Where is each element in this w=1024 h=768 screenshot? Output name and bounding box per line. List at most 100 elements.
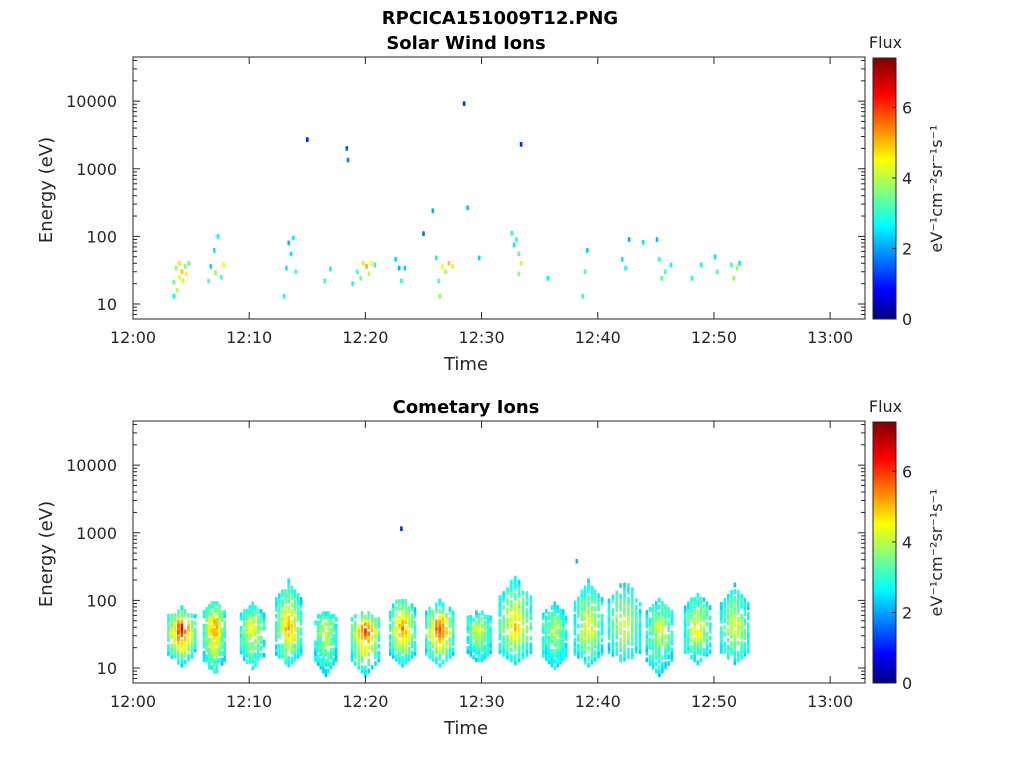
heatmap-cell: [177, 636, 180, 641]
heatmap-cell: [517, 583, 521, 588]
heatmap-cell: [547, 615, 551, 620]
heatmap-cell: [743, 611, 747, 617]
heatmap-cell: [190, 633, 194, 639]
heatmap-cell: [720, 629, 723, 634]
heatmap-cell: [542, 646, 545, 651]
heatmap-cell: [607, 632, 611, 637]
heatmap-cell: [281, 609, 284, 615]
heatmap-cell: [615, 651, 618, 657]
heatmap-cell: [205, 647, 208, 653]
heatmap-cell: [696, 650, 699, 655]
heatmap-cell: [583, 626, 587, 631]
heatmap-cell: [634, 618, 638, 623]
heatmap-cell: [223, 620, 226, 625]
heatmap-cell: [364, 645, 367, 650]
heatmap-cell: [515, 237, 518, 242]
heatmap-cell: [545, 652, 548, 658]
heatmap-cell: [350, 617, 354, 622]
heatmap-cell: [577, 643, 580, 649]
heatmap-cell: [319, 658, 322, 663]
heatmap-cell: [573, 617, 577, 622]
heatmap-cell: [350, 654, 354, 659]
heatmap-cell: [529, 646, 533, 651]
heatmap-cell: [438, 656, 441, 661]
heatmap-cell: [316, 657, 320, 663]
heatmap-cell: [705, 652, 709, 657]
heatmap-cell: [428, 613, 431, 619]
heatmap-cell: [293, 589, 297, 594]
heatmap-cell: [187, 613, 190, 618]
heatmap-cell: [654, 624, 658, 630]
heatmap-cell: [278, 603, 281, 608]
heatmap-cell: [299, 637, 303, 643]
heatmap-cell: [735, 265, 739, 271]
heatmap-cell: [480, 630, 484, 636]
heatmap-cell: [392, 647, 395, 652]
heatmap-cell: [630, 634, 634, 640]
heatmap-cell: [329, 651, 333, 656]
heatmap-cell: [529, 598, 533, 604]
heatmap-cell: [580, 623, 584, 628]
heatmap-cell: [611, 642, 615, 647]
heatmap-cell: [667, 654, 670, 660]
heatmap-cell: [733, 596, 737, 601]
heatmap-cell: [627, 586, 630, 592]
heatmap-cell: [404, 599, 407, 604]
heatmap-cell: [398, 660, 401, 665]
heatmap-cell: [395, 657, 398, 662]
heatmap-cell: [193, 627, 197, 632]
heatmap-cell: [324, 614, 328, 620]
heatmap-cell: [438, 615, 441, 621]
heatmap-cell: [743, 628, 747, 633]
heatmap-cell: [299, 627, 303, 632]
heatmap-cell: [183, 609, 187, 614]
heatmap-cell: [296, 633, 300, 639]
heatmap-cell: [290, 660, 294, 665]
heatmap-cell: [477, 636, 481, 642]
heatmap-cell: [502, 618, 505, 623]
heatmap-cell: [648, 607, 652, 612]
heatmap-cell: [638, 635, 642, 641]
heatmap-cell: [550, 632, 554, 637]
heatmap-cell: [205, 634, 208, 639]
heatmap-cell: [736, 654, 740, 659]
heatmap-cell: [205, 607, 208, 612]
heatmap-cell: [693, 596, 696, 602]
heatmap-cell: [314, 654, 317, 659]
heatmap-cell: [623, 643, 626, 648]
heatmap-cell: [367, 661, 370, 667]
heatmap-cell: [374, 620, 377, 626]
heatmap-cell: [623, 609, 626, 615]
heatmap-cell: [590, 649, 594, 655]
heatmap-cell: [502, 604, 505, 610]
heatmap-cell: [630, 651, 634, 657]
heatmap-cell: [284, 612, 287, 618]
heatmap-cell: [645, 640, 649, 646]
heatmap-cell: [638, 615, 642, 621]
heatmap-cell: [587, 639, 590, 644]
heatmap-cell: [360, 648, 364, 653]
heatmap-cell: [550, 662, 554, 668]
heatmap-cell: [716, 269, 719, 274]
heatmap-cell: [407, 650, 411, 655]
heatmap-cell: [365, 264, 368, 269]
heatmap-cell: [240, 642, 243, 648]
heatmap-cell: [730, 593, 733, 598]
heatmap-cell: [435, 632, 438, 638]
heatmap-cell: [553, 658, 557, 664]
heatmap-cell: [577, 654, 580, 659]
heatmap-cell: [413, 620, 417, 626]
heatmap-cell: [658, 672, 661, 677]
heatmap-cell: [664, 614, 667, 619]
heatmap-cell: [428, 630, 431, 635]
heatmap-cell: [367, 624, 370, 630]
heatmap-cell: [502, 642, 505, 647]
heatmap-cell: [477, 616, 481, 621]
heatmap-cell: [525, 608, 529, 613]
heatmap-cell: [699, 633, 703, 639]
heatmap-cell: [296, 630, 300, 635]
heatmap-cell: [451, 620, 455, 626]
heatmap-cells: [167, 526, 750, 677]
heatmap-cell: [587, 578, 590, 583]
heatmap-cell: [740, 624, 743, 629]
